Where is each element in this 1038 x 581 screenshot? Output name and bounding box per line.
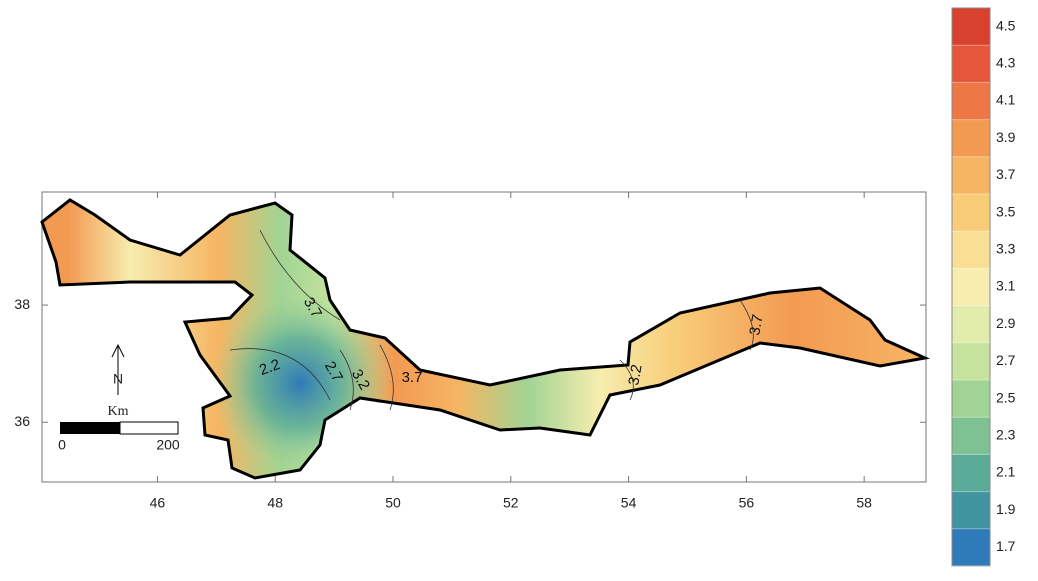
contour-label: 3.2 (625, 363, 645, 386)
north-arrow: N (111, 343, 125, 395)
map-frame (41, 191, 927, 483)
legend-swatch (952, 45, 990, 83)
legend-swatch (952, 305, 990, 344)
legend-swatch (952, 417, 990, 455)
legend-swatch (952, 491, 990, 530)
x-tick-label: 52 (503, 495, 519, 511)
legend-swatch (952, 268, 990, 307)
contours (229, 229, 754, 411)
x-tick-label: 56 (739, 495, 755, 511)
scale-bar: Km 0 200 (58, 404, 180, 452)
legend-label: 2.9 (996, 315, 1016, 331)
scale-start: 0 (58, 437, 66, 453)
legend-label: 4.3 (996, 55, 1016, 71)
legend-label: 3.5 (996, 203, 1016, 219)
legend-label: 3.9 (996, 129, 1016, 145)
legend-label: 4.5 (996, 17, 1016, 33)
north-label: N (113, 371, 123, 387)
legend-swatch (952, 82, 990, 121)
legend-label: 2.7 (996, 352, 1016, 368)
legend-label: 1.9 (996, 501, 1016, 517)
legend-swatch (952, 528, 990, 567)
y-tick-label: 36 (14, 413, 30, 429)
legend-swatch (952, 194, 990, 232)
contour-label: 2.2 (257, 356, 282, 379)
legend-swatch (952, 8, 990, 46)
legend-swatch (952, 156, 990, 195)
legend-swatch (952, 454, 990, 493)
scale-end: 200 (156, 437, 180, 453)
legend-label: 3.3 (996, 241, 1016, 257)
legend-label: 4.1 (996, 92, 1016, 108)
x-tick-label: 48 (267, 495, 283, 511)
contour-label: 3.7 (746, 313, 766, 336)
legend-label: 2.3 (996, 427, 1016, 443)
legend-swatch (952, 380, 990, 418)
legend-frame (951, 7, 991, 567)
x-tick-label: 54 (621, 495, 637, 511)
x-tick-label: 50 (385, 495, 401, 511)
scale-unit: Km (108, 404, 129, 419)
legend-swatch (952, 342, 990, 381)
legend-label: 3.1 (996, 278, 1016, 294)
legend-label: 2.1 (996, 464, 1016, 480)
y-tick-label: 38 (14, 296, 30, 312)
x-tick-label: 58 (856, 495, 872, 511)
legend-label: 1.7 (996, 538, 1016, 554)
legend-swatch (952, 231, 990, 269)
contour-label: 3.7 (402, 369, 423, 386)
legend-swatch (952, 119, 990, 158)
x-tick-label: 46 (150, 495, 166, 511)
legend-label: 3.7 (996, 166, 1016, 182)
legend-label: 2.5 (996, 389, 1016, 405)
